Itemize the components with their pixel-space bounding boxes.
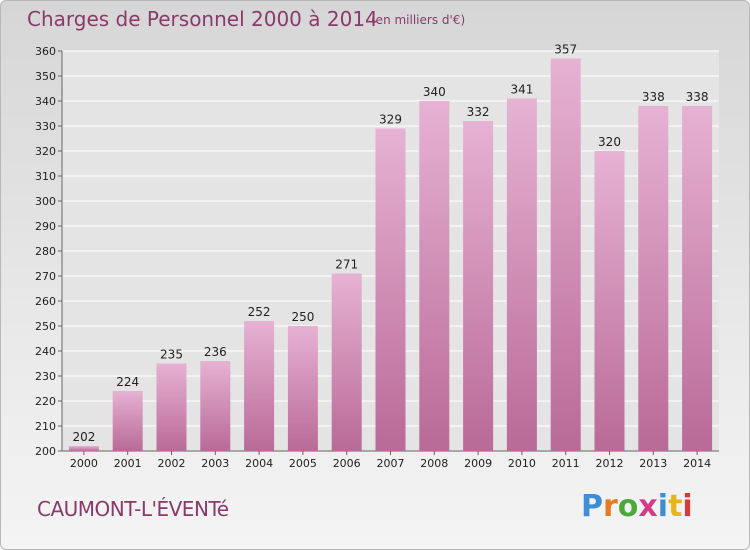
y-tick-label: 360	[35, 45, 56, 58]
y-tick-label: 270	[35, 270, 56, 283]
bar-2013	[638, 106, 669, 451]
data-label-2013: 338	[642, 90, 665, 104]
y-tick-label: 230	[35, 370, 56, 383]
logo-letter: i	[657, 489, 669, 524]
logo-letter: r	[603, 489, 618, 524]
logo-letter: i	[682, 489, 693, 524]
y-tick-label: 220	[35, 395, 56, 408]
location-name: CAUMONT-L'ÉVENTé	[37, 497, 229, 521]
x-tick-label-2012: 2012	[596, 457, 624, 470]
x-tick-label-2006: 2006	[333, 457, 361, 470]
chart-subtitle: (en milliers d'€)	[371, 13, 466, 27]
logo-letter: o	[617, 489, 639, 524]
x-tick-label-2002: 2002	[158, 457, 186, 470]
y-tick-label: 310	[35, 170, 56, 183]
x-tick-label-2013: 2013	[639, 457, 667, 470]
x-tick-label-2007: 2007	[377, 457, 405, 470]
y-tick-label: 210	[35, 420, 56, 433]
data-label-2004: 252	[248, 305, 271, 319]
y-tick-label: 240	[35, 345, 56, 358]
bar-2011	[550, 58, 581, 451]
proxiti-logo[interactable]: Proxiti	[581, 489, 693, 524]
bar-2005	[287, 326, 318, 451]
data-label-2012: 320	[598, 135, 621, 149]
y-tick-label: 200	[35, 445, 56, 458]
x-tick-label-2008: 2008	[420, 457, 448, 470]
logo-letter: x	[638, 489, 658, 524]
data-label-2003: 236	[204, 345, 227, 359]
bar-2000	[68, 446, 99, 451]
bar-2006	[331, 273, 362, 451]
bar-2004	[244, 321, 275, 451]
data-label-2010: 341	[510, 83, 533, 97]
data-label-2006: 271	[335, 258, 358, 272]
data-label-2008: 340	[423, 85, 446, 99]
x-tick-label-2011: 2011	[552, 457, 580, 470]
y-tick-label: 300	[35, 195, 56, 208]
x-tick-label-2000: 2000	[70, 457, 98, 470]
x-tick-label-2010: 2010	[508, 457, 536, 470]
bar-2009	[463, 121, 494, 451]
data-label-2007: 329	[379, 113, 402, 127]
data-label-2011: 357	[554, 43, 577, 57]
y-tick-label: 320	[35, 145, 56, 158]
y-tick-label: 250	[35, 320, 56, 333]
x-tick-label-2009: 2009	[464, 457, 492, 470]
bar-2003	[200, 361, 231, 451]
x-tick-label-2003: 2003	[201, 457, 229, 470]
y-tick-label: 350	[35, 70, 56, 83]
data-label-2009: 332	[467, 105, 490, 119]
x-tick-label-2001: 2001	[114, 457, 142, 470]
bar-2012	[594, 151, 625, 451]
logo-letter: P	[581, 489, 603, 524]
y-tick-label: 290	[35, 220, 56, 233]
x-tick-label-2014: 2014	[683, 457, 711, 470]
x-tick-label-2005: 2005	[289, 457, 317, 470]
bar-2001	[112, 391, 143, 451]
data-label-2001: 224	[116, 375, 139, 389]
chart-title: Charges de Personnel 2000 à 2014	[27, 7, 378, 31]
y-tick-label: 330	[35, 120, 56, 133]
data-label-2002: 235	[160, 348, 183, 362]
x-tick-label-2004: 2004	[245, 457, 273, 470]
data-label-2014: 338	[686, 90, 709, 104]
bar-2014	[682, 106, 713, 451]
bar-2002	[156, 363, 187, 451]
y-tick-label: 260	[35, 295, 56, 308]
bar-2008	[419, 101, 450, 451]
y-tick-label: 280	[35, 245, 56, 258]
bar-2010	[506, 98, 537, 451]
logo-letter: t	[668, 489, 683, 524]
y-tick-label: 340	[35, 95, 56, 108]
data-label-2000: 202	[72, 430, 95, 444]
data-label-2005: 250	[291, 310, 314, 324]
bar-2007	[375, 128, 406, 451]
